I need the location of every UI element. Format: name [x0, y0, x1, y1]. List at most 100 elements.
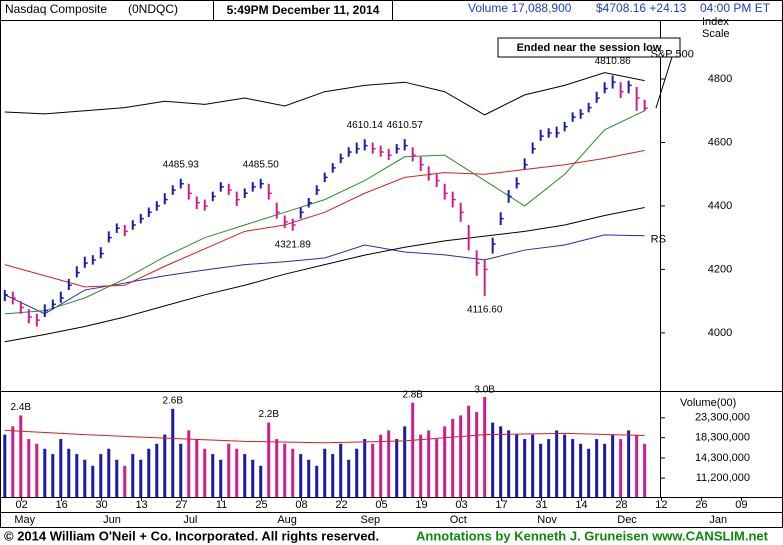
- x-tick-label: 17: [495, 499, 507, 511]
- volume-bar: [51, 454, 55, 497]
- scale-label: Scale: [702, 28, 730, 40]
- volume-tick-label: 23,300,000: [695, 412, 750, 424]
- volume-bar: [571, 439, 575, 497]
- high-label: 4610.57: [387, 120, 424, 131]
- volume-bar: [371, 443, 375, 497]
- month-label: Jun: [103, 514, 121, 526]
- volume-bar: [379, 434, 383, 497]
- volume-bar: [635, 434, 639, 497]
- volume-bar: [507, 430, 511, 497]
- y-tick-label: 4200: [708, 263, 732, 275]
- x-tick-label: 13: [135, 499, 147, 511]
- volume-bar: [83, 459, 87, 497]
- volume-bar: [131, 454, 135, 497]
- volume-bar: [115, 459, 119, 497]
- index-name: Nasdaq Composite: [5, 2, 107, 16]
- volume-note: 2.6B: [162, 395, 183, 406]
- y-tick-label: 4600: [708, 136, 732, 148]
- price-line: [4, 72, 645, 116]
- volume-bar: [235, 448, 239, 497]
- volume-bar: [35, 443, 39, 497]
- callout-box: [497, 37, 681, 58]
- volume-bar: [147, 448, 151, 497]
- high-label: 4485.93: [163, 159, 200, 170]
- month-label: Aug: [277, 514, 297, 526]
- volume-bar: [19, 415, 23, 497]
- volume-bar: [363, 439, 367, 497]
- line-label: S&P 500: [651, 49, 694, 61]
- month-label: Dec: [617, 514, 637, 526]
- x-tick-label: 22: [335, 499, 347, 511]
- volume-bar: [467, 405, 471, 497]
- volume-bar: [259, 465, 263, 497]
- credit: Annotations by Kenneth J. Gruneisen www.…: [416, 528, 769, 543]
- month-label: May: [14, 514, 35, 526]
- volume-bar: [227, 443, 231, 497]
- volume-bar: [443, 426, 447, 497]
- scale-label: Index: [702, 16, 729, 28]
- frame: [0, 0, 783, 528]
- volume-bar: [211, 454, 215, 497]
- x-tick-label: 16: [55, 499, 67, 511]
- volume-bar: [499, 426, 503, 497]
- volume-bar: [27, 439, 31, 497]
- volume-bar: [387, 430, 391, 497]
- volume-axis-label: Volume(00): [680, 397, 736, 409]
- x-tick-label: 26: [695, 499, 707, 511]
- volume-bar: [251, 459, 255, 497]
- volume-bar: [59, 439, 63, 497]
- high-label: 4485.50: [243, 159, 280, 170]
- month-label: Oct: [450, 514, 467, 526]
- volume-bar: [331, 454, 335, 497]
- volume-note: 2.8B: [402, 389, 423, 400]
- volume-bar: [267, 422, 271, 497]
- volume-bar: [91, 465, 95, 497]
- callout-pointer: [655, 56, 673, 109]
- x-tick-label: 30: [95, 499, 107, 511]
- volume-bar: [419, 434, 423, 497]
- volume-bar: [579, 443, 583, 497]
- volume-bar: [451, 418, 455, 497]
- copyright: © 2014 William O'Neil + Co. Incorporated…: [4, 528, 379, 543]
- volume-bar: [139, 459, 143, 497]
- x-tick-label: 05: [375, 499, 387, 511]
- volume-bar: [195, 439, 199, 497]
- volume-bar: [179, 443, 183, 497]
- x-tick-label: 27: [175, 499, 187, 511]
- volume-bar: [275, 439, 279, 497]
- price-line: [4, 149, 645, 288]
- volume-bar: [11, 426, 15, 497]
- volume-bar: [611, 434, 615, 497]
- symbol: (0NDQC): [128, 2, 178, 16]
- volume-ma: [4, 429, 645, 444]
- volume-bar: [563, 434, 567, 497]
- volume-bar: [291, 448, 295, 497]
- volume-tick-label: 18,300,000: [695, 432, 750, 444]
- volume-bar: [123, 465, 127, 497]
- volume-bar: [523, 439, 527, 497]
- x-tick-label: 08: [295, 499, 307, 511]
- volume-bar: [435, 439, 439, 497]
- volume-bar: [587, 448, 591, 497]
- x-tick-label: 11: [216, 499, 227, 511]
- high-label: 4610.14: [347, 120, 384, 131]
- high-label: 4810.86: [595, 56, 632, 67]
- volume-bar: [355, 448, 359, 497]
- volume-bar: [475, 412, 479, 497]
- volume-bar: [427, 430, 431, 497]
- volume-note: 2.2B: [258, 409, 279, 420]
- x-tick-label: 14: [575, 499, 587, 511]
- volume-bar: [107, 448, 111, 497]
- volume-bar: [99, 454, 103, 497]
- x-tick-label: 28: [615, 499, 627, 511]
- volume-bar: [75, 454, 79, 497]
- price: $4708.16 +24.13: [596, 1, 687, 15]
- volume-bar: [539, 443, 543, 497]
- y-tick-label: 4400: [708, 200, 732, 212]
- volume-bar: [643, 443, 647, 497]
- volume: Volume 17,088,900: [468, 1, 572, 15]
- volume-bar: [411, 402, 415, 497]
- volume-bar: [203, 448, 207, 497]
- volume-bar: [403, 426, 407, 497]
- x-tick-label: 03: [455, 499, 467, 511]
